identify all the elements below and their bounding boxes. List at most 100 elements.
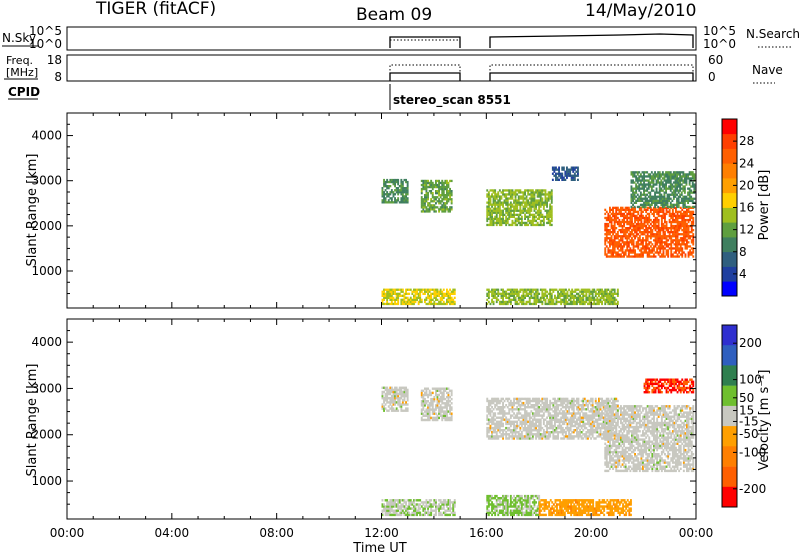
power-cell: [398, 191, 401, 194]
power-cell: [544, 292, 547, 295]
colorbar-swatch: [722, 266, 737, 282]
power-cell: [395, 292, 398, 295]
power-cell: [555, 302, 558, 306]
velocity-cell: [503, 513, 506, 517]
velocity-cell: [428, 412, 431, 415]
power-cell: [663, 173, 666, 176]
velocity-cell: [486, 435, 489, 438]
power-cell: [690, 247, 693, 250]
power-cell: [386, 288, 389, 291]
power-cell: [500, 191, 503, 194]
power-cell: [495, 288, 498, 291]
velocity-cell: [427, 501, 429, 504]
velocity-cell: [394, 505, 396, 508]
power-cell: [506, 203, 509, 206]
velocity-cell: [452, 503, 455, 506]
velocity-cell: [620, 501, 623, 504]
power-cell: [549, 302, 552, 306]
power-cell: [550, 189, 553, 192]
power-cell: [401, 199, 404, 202]
power-cell: [446, 292, 448, 295]
power-cell: [533, 197, 536, 200]
power-cell: [610, 218, 613, 222]
power-cell: [528, 203, 531, 206]
power-cell: [670, 222, 673, 226]
power-cell: [671, 255, 674, 258]
power-cell: [522, 207, 525, 210]
velocity-cell: [513, 420, 515, 423]
power-cell: [612, 255, 614, 258]
velocity-cell: [628, 501, 631, 504]
velocity-cell: [403, 403, 406, 406]
power-cell: [558, 166, 560, 169]
power-cell: [425, 288, 428, 291]
power-cell: [539, 201, 542, 204]
velocity-cell: [535, 511, 537, 514]
velocity-cell: [497, 422, 500, 426]
velocity-cell: [414, 513, 417, 517]
power-cell: [567, 172, 570, 175]
velocity-cell: [509, 509, 512, 512]
velocity-cell: [509, 404, 512, 407]
power-cell: [557, 300, 559, 304]
velocity-cell: [489, 412, 492, 415]
velocity-cell: [598, 501, 601, 504]
velocity-cell: [560, 501, 563, 504]
power-cell: [635, 216, 638, 220]
velocity-cell: [570, 513, 573, 517]
velocity-cell: [516, 414, 519, 417]
velocity-cell: [503, 433, 506, 436]
velocity-cell: [502, 431, 504, 434]
velocity-cell: [497, 408, 500, 411]
velocity-cell: [625, 505, 628, 508]
power-cell: [550, 223, 553, 227]
velocity-cell: [530, 494, 533, 498]
power-cell: [492, 221, 495, 225]
power-cell: [491, 193, 493, 196]
power-cell: [632, 203, 634, 206]
velocity-cell: [420, 501, 423, 504]
velocity-cell: [428, 505, 431, 508]
power-cell: [676, 201, 678, 204]
velocity-cell: [381, 503, 384, 506]
power-cell: [660, 183, 663, 186]
velocity-cell: [587, 499, 590, 502]
power-cell: [494, 288, 497, 291]
power-cell: [509, 213, 512, 216]
power-cell: [662, 231, 665, 234]
power-cell: [651, 233, 654, 236]
power-cell: [639, 181, 642, 184]
power-cell: [680, 191, 683, 194]
power-cell: [636, 205, 639, 209]
power-cell: [623, 241, 625, 244]
velocity-cell: [554, 505, 557, 508]
power-cell: [670, 253, 673, 256]
power-cell: [621, 245, 624, 248]
power-cell: [640, 247, 643, 250]
power-cell: [598, 288, 600, 291]
freq-tick-top: 18: [47, 53, 62, 67]
power-cell: [686, 212, 688, 216]
velocity-cell: [516, 505, 519, 508]
power-cell: [686, 247, 688, 250]
velocity-cell: [439, 397, 442, 401]
velocity-cell: [486, 501, 489, 504]
power-cell: [660, 224, 663, 228]
power-cell: [669, 193, 672, 196]
velocity-cell: [506, 422, 509, 426]
power-cell: [635, 185, 638, 188]
power-cell: [653, 253, 655, 256]
power-cell: [450, 192, 453, 195]
power-cell: [424, 179, 426, 183]
power-cell: [599, 290, 602, 293]
power-cell: [621, 208, 624, 211]
velocity-cell: [516, 494, 519, 498]
velocity-cell: [489, 511, 492, 514]
power-cell: [664, 233, 666, 236]
velocity-cell: [565, 499, 568, 502]
power-cell: [615, 243, 618, 246]
velocity-cell: [401, 499, 404, 502]
power-cell: [610, 294, 613, 297]
power-cell: [612, 249, 614, 252]
power-cell: [641, 193, 644, 196]
